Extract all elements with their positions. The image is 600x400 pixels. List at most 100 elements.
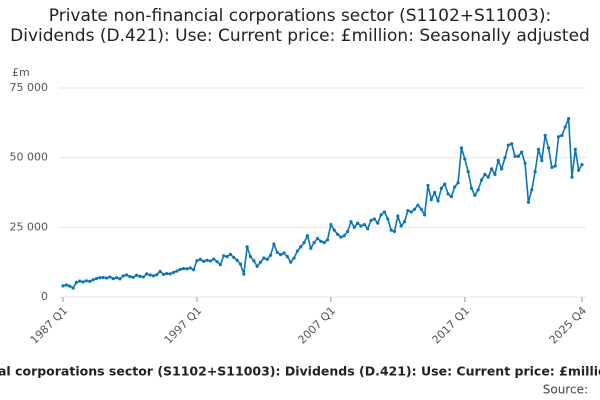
data-point [315,236,320,241]
data-point [339,235,343,239]
data-point [218,263,222,267]
data-point [493,172,497,176]
data-point [188,266,192,270]
data-point [556,135,561,139]
data-point [536,147,541,151]
x-tick-label: 1987 Q1 [28,304,71,347]
series-line [62,118,583,290]
data-point [292,256,296,260]
data-point [212,257,216,261]
data-point [469,186,474,190]
data-point [248,254,253,259]
data-point [489,167,494,171]
data-point [346,229,350,234]
data-point [325,238,330,242]
data-point [573,147,577,151]
data-point [161,272,166,277]
data-point [101,275,105,280]
data-point [279,253,283,257]
data-point [433,190,437,195]
data-point [78,279,82,283]
data-point [372,217,376,221]
data-point [131,275,135,279]
data-point [88,279,92,283]
data-point [171,270,176,275]
data-point [205,258,209,262]
data-point [466,170,470,174]
data-point [389,228,393,232]
y-tick-label: 25 000 [10,220,49,233]
data-point [366,227,370,231]
data-point [463,157,467,161]
data-point [406,209,410,213]
data-point [520,150,524,154]
data-point [202,259,206,263]
data-point [513,154,517,158]
data-point [135,273,139,277]
data-point [305,234,310,238]
data-point [563,125,567,129]
data-point [349,220,353,224]
data-point [409,210,413,214]
data-point [439,186,443,190]
data-point [526,200,531,204]
data-point [275,250,279,255]
y-tick-label: 0 [41,290,48,303]
y-tick-label: 75 000 [10,81,49,94]
data-point [81,280,85,284]
data-point [577,168,581,172]
data-point [459,146,464,150]
data-point [118,277,122,281]
data-point [342,234,346,238]
data-point [419,207,423,211]
data-point [198,257,202,261]
data-point [456,181,460,185]
data-point [168,272,172,276]
data-point [111,277,115,281]
data-point [335,232,340,236]
data-point [503,156,507,160]
data-point [436,199,440,203]
data-point [191,268,196,272]
data-point [245,245,249,249]
data-point [228,252,233,256]
data-point [426,183,430,188]
data-point [299,245,303,249]
data-point [530,188,534,192]
data-point [423,213,427,217]
data-point [185,267,189,271]
data-point [379,213,383,217]
data-point [222,254,226,258]
x-tick-label: 2007 Q1 [296,304,339,347]
data-point [64,283,68,287]
data-point [94,277,99,281]
data-point [165,271,169,276]
data-point [382,210,387,214]
data-point [151,274,156,278]
data-point [145,272,149,276]
data-point [533,170,537,174]
data-point [258,260,263,264]
data-point [235,258,239,262]
data-point [178,267,182,272]
data-point [68,284,72,288]
data-point [282,251,286,255]
data-point [376,221,380,225]
data-point [91,278,95,282]
data-point [141,275,145,279]
data-point [332,228,336,232]
data-point [295,249,299,253]
data-point [369,218,373,222]
data-point [208,259,212,263]
x-tick-label: 2025 Q4 [547,304,590,347]
data-point [510,142,514,146]
data-point [473,193,477,197]
data-point [540,158,544,163]
x-tick-label: 2017 Q1 [430,304,473,347]
data-point [516,154,520,158]
data-point [429,197,433,202]
data-point [399,224,403,228]
data-point [255,264,259,268]
